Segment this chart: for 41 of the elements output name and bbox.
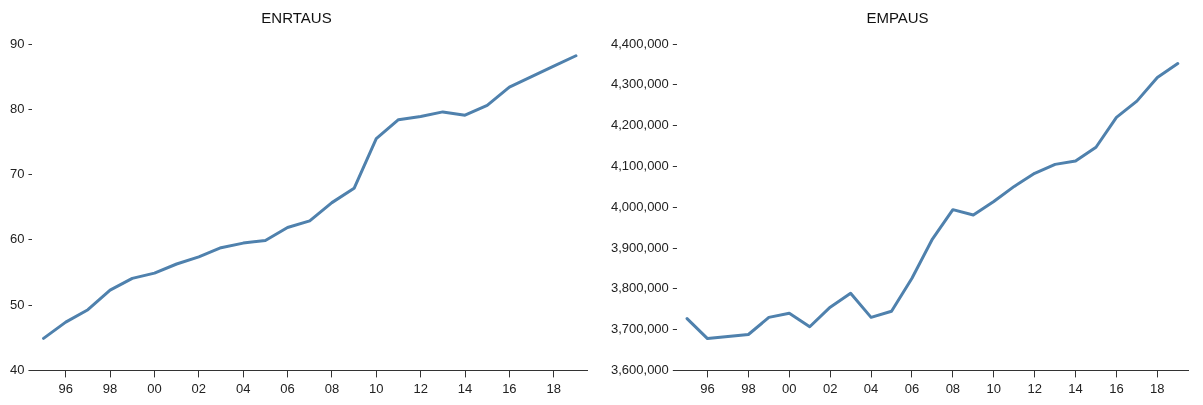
x-tick-label: 12 bbox=[413, 380, 428, 396]
x-tick-label: 16 bbox=[502, 380, 517, 396]
x-tick-label: 04 bbox=[863, 380, 879, 396]
x-tick-label: 10 bbox=[369, 380, 384, 396]
y-tick-label: 3,600,000 bbox=[610, 361, 669, 377]
y-tick-label: 50 bbox=[9, 296, 25, 312]
y-tick-label: 60 bbox=[9, 231, 25, 247]
x-tick-label: 98 bbox=[741, 380, 756, 396]
x-tick-label: 14 bbox=[457, 380, 473, 396]
x-tick-label: 02 bbox=[191, 380, 207, 396]
y-tick-label: 3,900,000 bbox=[610, 239, 669, 255]
y-tick-label: 3,700,000 bbox=[610, 321, 669, 337]
x-tick-label: 96 bbox=[58, 380, 73, 396]
x-tick-label: 06 bbox=[904, 380, 920, 396]
x-tick-label: 98 bbox=[102, 380, 118, 396]
x-tick-label: 02 bbox=[822, 380, 838, 396]
x-tick-label: 10 bbox=[986, 380, 1001, 396]
x-tick-label: 14 bbox=[1068, 380, 1083, 396]
x-tick-label: 16 bbox=[1109, 380, 1124, 396]
x-tick-label: 04 bbox=[235, 380, 251, 396]
y-tick-label: 40 bbox=[9, 361, 25, 377]
y-tick-label: 90 bbox=[9, 35, 25, 51]
y-tick-label: 4,400,000 bbox=[610, 35, 669, 51]
x-tick-label: 96 bbox=[700, 380, 715, 396]
y-tick-label: 3,800,000 bbox=[610, 280, 669, 296]
x-tick-label: 00 bbox=[782, 380, 797, 396]
chart-title: ENRTAUS bbox=[261, 9, 332, 27]
x-tick-label: 08 bbox=[945, 380, 961, 396]
y-tick-label: 4,000,000 bbox=[610, 198, 669, 214]
x-tick-label: 18 bbox=[546, 380, 561, 396]
y-tick-label: 4,200,000 bbox=[610, 117, 669, 133]
y-tick-label: 4,100,000 bbox=[610, 157, 669, 173]
x-tick-label: 18 bbox=[1150, 380, 1165, 396]
y-tick-label: 4,300,000 bbox=[610, 76, 669, 92]
x-tick-label: 06 bbox=[280, 380, 295, 396]
y-tick-label: 80 bbox=[9, 100, 25, 116]
x-tick-label: 12 bbox=[1027, 380, 1042, 396]
x-tick-label: 08 bbox=[324, 380, 340, 396]
chart-title: EMPAUS bbox=[866, 9, 929, 27]
x-tick-label: 00 bbox=[147, 380, 162, 396]
y-tick-label: 70 bbox=[9, 166, 25, 182]
